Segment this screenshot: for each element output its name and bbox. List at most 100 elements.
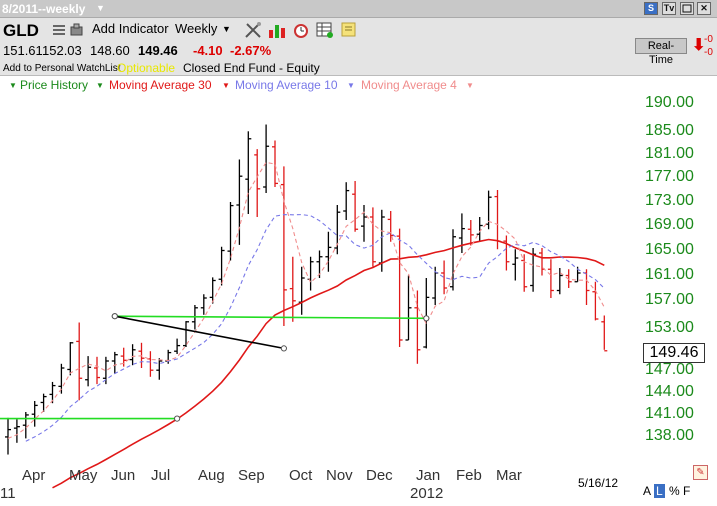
price-bar [592, 281, 599, 321]
legend-ma10[interactable]: Moving Average 10 [235, 78, 338, 92]
price-bar [129, 344, 136, 366]
price-bar [405, 275, 412, 341]
x-tick-label: Dec [366, 467, 393, 484]
realtime-button[interactable]: Real-Time [635, 38, 687, 66]
price-bar [547, 259, 554, 298]
price-bar [512, 249, 519, 281]
price-bar [174, 338, 181, 354]
list-icon[interactable] [52, 23, 66, 37]
period-dropdown-icon[interactable]: ▼ [222, 24, 231, 34]
y-tick-label: 169.00 [645, 216, 694, 233]
quote-low: 148.60 [90, 43, 130, 58]
price-bar [147, 351, 154, 377]
toolbar: GLD Add Indicator Weekly ▼ 151.61 152.03… [0, 18, 717, 76]
alarm-clock-icon[interactable] [292, 21, 310, 39]
quote-percent: -2.67% [230, 43, 272, 58]
close-icon[interactable]: ✕ [697, 2, 711, 15]
window-title: 8/2011--weekly [2, 2, 86, 16]
price-bar [387, 211, 394, 242]
price-bar [85, 356, 92, 387]
add-watchlist-link[interactable]: Add to Personal WatchList [3, 63, 121, 74]
price-bar [111, 351, 118, 374]
tv-icon[interactable]: Tv [662, 2, 676, 15]
price-bar [289, 256, 296, 322]
x-tick-label: 2012 [410, 485, 443, 502]
y-tick-label: 177.00 [645, 168, 694, 185]
bar-chart-icon[interactable] [268, 21, 286, 39]
title-dropdown-icon[interactable]: ▼ [96, 3, 105, 13]
price-bar [361, 205, 367, 242]
price-bar [183, 321, 189, 347]
legend-ma4[interactable]: Moving Average 4 [361, 78, 457, 92]
trendline-anchor [280, 345, 287, 352]
ma10-dropdown-icon[interactable]: ▼ [347, 81, 355, 90]
price-bar [200, 294, 207, 315]
y-tick-label: 190.00 [645, 94, 694, 111]
price-bar [245, 131, 252, 214]
ma4-dropdown-icon[interactable]: ▼ [466, 81, 474, 90]
fund-description: Closed End Fund - Equity [183, 61, 320, 75]
price-bars [5, 124, 608, 455]
trendline-anchor [111, 313, 118, 320]
x-tick-label: Jan [416, 467, 440, 484]
y-tick-label: 173.00 [645, 192, 694, 209]
price-bar [601, 315, 608, 352]
price-bar [423, 278, 430, 349]
scale-auto-button[interactable]: A [643, 484, 652, 498]
optionable-link[interactable]: Optionable [117, 61, 176, 75]
price-bar [521, 254, 528, 292]
down-arrow-icon: ⬇ [692, 37, 706, 54]
pencil-icon[interactable]: ✎ [693, 465, 708, 480]
quote-open: 151.61 [3, 43, 43, 58]
price-bar [352, 181, 359, 232]
tools-icon[interactable] [244, 21, 262, 39]
price-bar [227, 202, 234, 261]
price-bar [76, 322, 83, 401]
legend-ma30[interactable]: Moving Average 30 [109, 78, 212, 92]
rt-value-1: -0 [704, 34, 713, 45]
legend-price-history[interactable]: Price History [20, 78, 89, 92]
price-bar [31, 401, 38, 427]
ma30-dropdown-icon[interactable]: ▼ [222, 81, 230, 90]
x-tick-label: Feb [456, 467, 482, 484]
title-bar: 8/2011--weekly ▼ S Tv ✕ [0, 0, 717, 18]
scale-percent-button[interactable]: % [669, 484, 680, 498]
price-bar [414, 290, 421, 364]
table-icon[interactable] [316, 21, 334, 39]
price-bar [343, 182, 350, 220]
add-indicator-button[interactable]: Add Indicator [92, 21, 169, 36]
price-bar [280, 166, 287, 326]
period-select[interactable]: Weekly [175, 21, 218, 36]
price-history-dropdown-icon[interactable]: ▼ [96, 81, 104, 90]
scale-log-button[interactable]: L [654, 484, 665, 498]
trendlines [0, 313, 430, 422]
price-bar [503, 235, 510, 271]
trendline [114, 315, 285, 350]
s-link-icon[interactable]: S [644, 2, 658, 15]
x-tick-label: May [69, 467, 98, 484]
trendline-anchor [423, 315, 430, 322]
restore-window-icon[interactable] [680, 2, 694, 15]
price-bar [485, 190, 492, 230]
x-tick-label: Sep [238, 467, 265, 484]
symbol-label[interactable]: GLD [3, 21, 39, 40]
y-tick-label: 185.00 [645, 122, 694, 139]
note-icon[interactable] [340, 21, 358, 39]
scale-fit-button[interactable]: F [683, 484, 691, 498]
add-indicator-icon[interactable] [70, 23, 84, 37]
quote-change: -4.10 [193, 43, 223, 58]
price-bar [369, 207, 376, 267]
price-bar [476, 217, 483, 241]
moving-averages [7, 161, 605, 489]
last-price-box: 149.46 [643, 343, 705, 363]
price-bar [263, 124, 270, 193]
price-bar [458, 213, 465, 253]
price-history-caret-icon[interactable]: ▼ [9, 81, 17, 90]
trendline-anchor [174, 415, 181, 422]
price-bar [583, 269, 590, 305]
x-tick-label: 11 [0, 485, 16, 502]
price-bar [325, 231, 332, 272]
y-tick-label: 147.00 [645, 361, 694, 378]
